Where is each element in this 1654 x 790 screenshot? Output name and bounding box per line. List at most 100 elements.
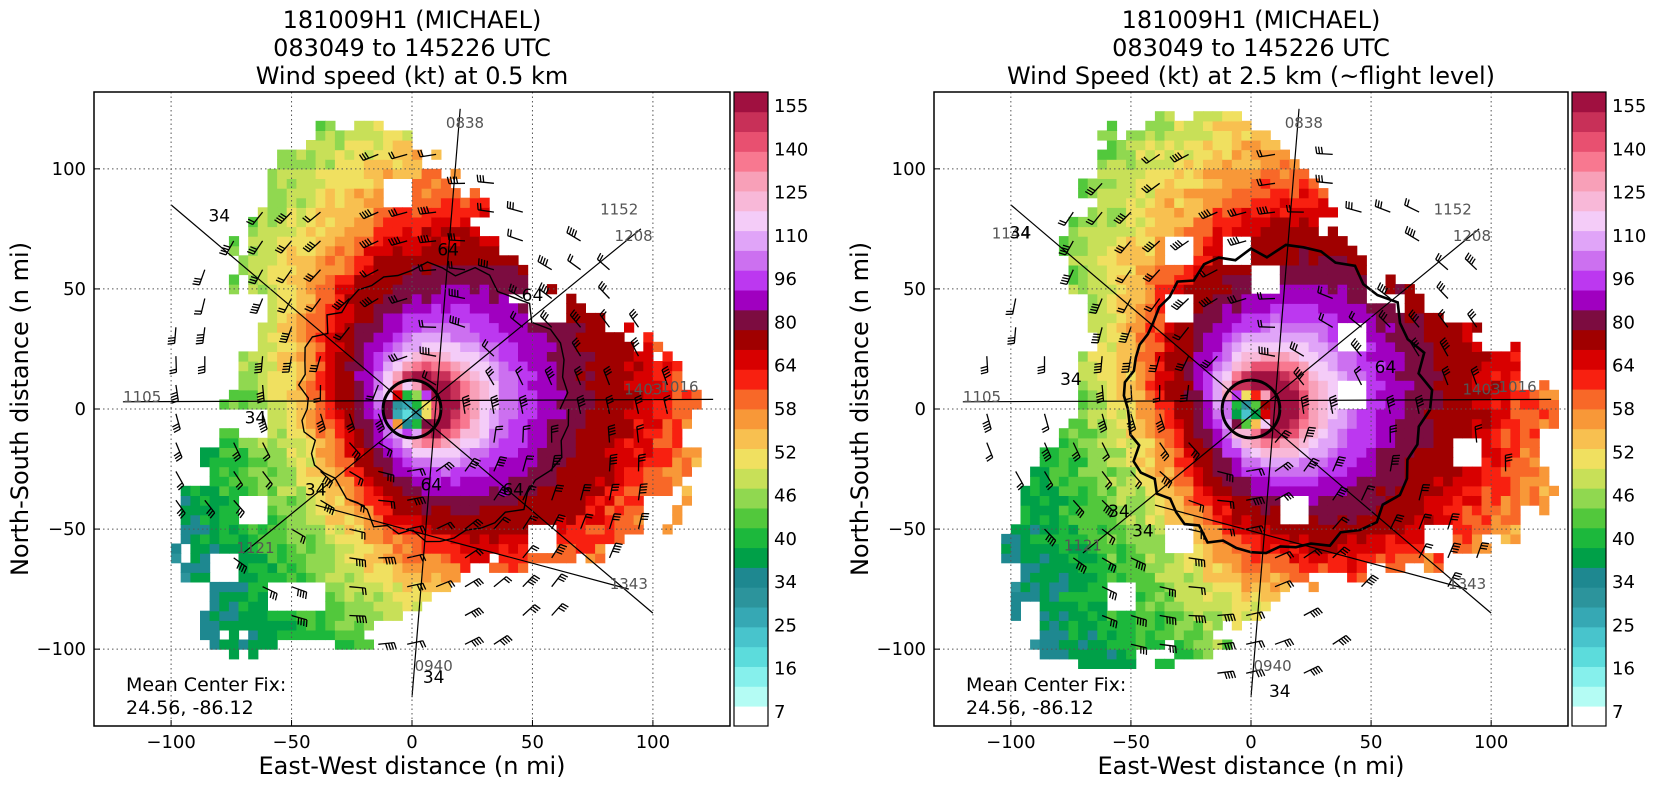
heat-cell (1155, 630, 1165, 640)
heat-cell (325, 553, 335, 563)
heat-cell (268, 438, 278, 448)
heat-cell (1241, 332, 1251, 342)
heat-cell (1472, 515, 1482, 525)
barb-feather (1176, 646, 1177, 653)
contour-label: 34 (245, 408, 267, 428)
heat-cell (1434, 467, 1444, 477)
heat-cell (1376, 553, 1386, 563)
heat-cell (1251, 515, 1261, 525)
heat-cell (345, 390, 355, 400)
heat-cell (1107, 361, 1117, 371)
heat-cell (1069, 419, 1079, 429)
heat-cell (1069, 467, 1079, 477)
heat-cell (499, 265, 509, 275)
heat-cell (470, 227, 480, 237)
heat-cell (1193, 428, 1203, 438)
heat-cell (1347, 447, 1357, 457)
heat-cell (508, 380, 518, 390)
heat-cell (1136, 236, 1146, 246)
barb-feather (1180, 401, 1187, 402)
heat-cell (364, 313, 374, 323)
heat-cell (1520, 409, 1530, 419)
heat-cell (1261, 601, 1271, 611)
heat-cell (1213, 130, 1223, 140)
heat-cell (258, 332, 268, 342)
heat-cell (1414, 457, 1424, 467)
heat-cell (1395, 342, 1405, 352)
heat-cell (374, 323, 384, 333)
heat-cell (451, 563, 461, 573)
heat-cell (1510, 515, 1520, 525)
heat-cell (1309, 275, 1319, 285)
heat-cell (1520, 457, 1530, 467)
heat-cell (1318, 563, 1328, 573)
heat-cell (248, 351, 258, 361)
heat-cell (1155, 198, 1165, 208)
heat-cell (296, 275, 306, 285)
heat-cell (354, 361, 364, 371)
heat-cell (316, 130, 326, 140)
heat-cell (412, 246, 422, 256)
heat-cell (1510, 399, 1520, 409)
heat-cell (1539, 486, 1549, 496)
heat-cell (383, 217, 393, 227)
heat-cell (1069, 572, 1079, 582)
heat-cell (595, 457, 605, 467)
heat-cell (1117, 323, 1127, 333)
heat-cell (393, 486, 403, 496)
heat-cell (1059, 572, 1069, 582)
colorbar-swatch (734, 310, 768, 330)
heat-cell (402, 351, 412, 361)
heat-cell (219, 611, 229, 621)
heat-cell (1472, 496, 1482, 506)
heat-cell (1011, 544, 1021, 554)
heat-cell (1328, 409, 1338, 419)
heat-cell (441, 303, 451, 313)
heat-cell (277, 438, 287, 448)
heat-cell (1299, 313, 1309, 323)
heat-cell (547, 342, 557, 352)
heat-cell (1443, 438, 1453, 448)
heat-cell (1261, 188, 1271, 198)
heat-cell (624, 351, 634, 361)
heat-cell (277, 553, 287, 563)
heat-cell (1232, 438, 1242, 448)
heat-cell (345, 159, 355, 169)
heat-cell (1232, 303, 1242, 313)
heat-cell (460, 255, 470, 265)
heat-cell (1280, 255, 1290, 265)
heat-cell (441, 207, 451, 217)
barb-feather (196, 343, 203, 344)
heat-cell (393, 572, 403, 582)
heat-cell (1107, 544, 1117, 554)
heat-cell (1155, 246, 1165, 256)
heat-cell (239, 380, 249, 390)
heat-cell (1251, 188, 1261, 198)
heat-cell (325, 611, 335, 621)
heat-cell (383, 313, 393, 323)
heat-cell (1328, 207, 1338, 217)
heat-cell (643, 438, 653, 448)
heat-cell (354, 630, 364, 640)
heat-cell (1299, 447, 1309, 457)
heat-cell (624, 409, 634, 419)
heat-cell (1193, 159, 1203, 169)
heat-cell (1443, 486, 1453, 496)
heat-cell (518, 351, 528, 361)
heat-cell (1193, 572, 1203, 582)
heat-cell (1193, 534, 1203, 544)
heat-cell (306, 294, 316, 304)
heat-cell (1309, 438, 1319, 448)
heat-cell (1059, 640, 1069, 650)
heat-cell (1376, 332, 1386, 342)
heat-cell (1011, 553, 1021, 563)
heat-cell (402, 255, 412, 265)
heat-cell (489, 313, 499, 323)
heat-cell (345, 313, 355, 323)
heat-cell (1241, 179, 1251, 189)
heat-cell (1203, 227, 1213, 237)
heat-cell (239, 620, 249, 630)
heat-cell (200, 534, 210, 544)
heat-cell (1299, 467, 1309, 477)
heat-cell (1376, 342, 1386, 352)
